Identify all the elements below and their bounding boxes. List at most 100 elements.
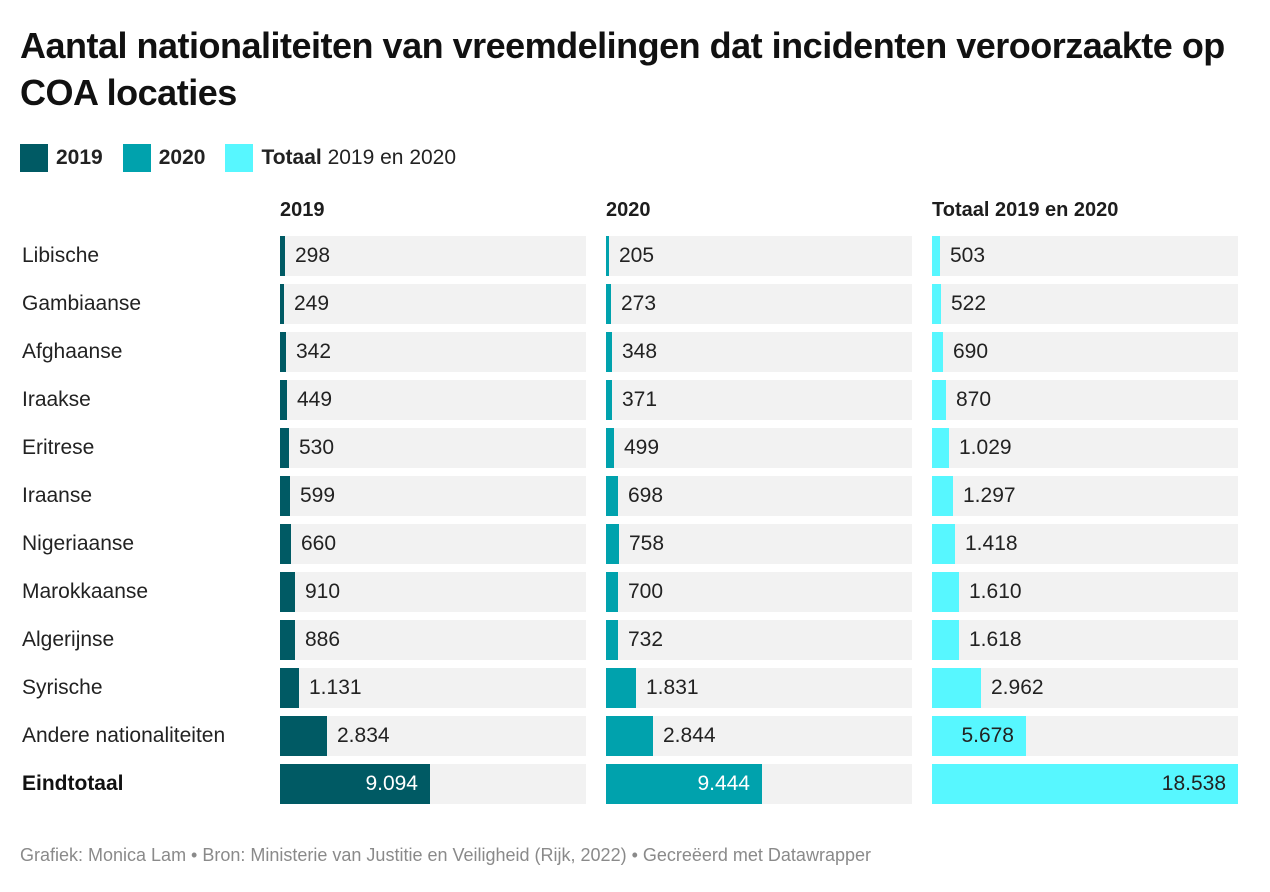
row-label-eindtotaal: Eindtotaal bbox=[22, 772, 124, 795]
bar-2019-eindtotaal bbox=[280, 764, 430, 804]
row-label-gambiaanse: Gambiaanse bbox=[22, 292, 142, 315]
legend-label-totaal-bold: Totaal bbox=[261, 146, 322, 169]
data-label: 530 bbox=[299, 436, 335, 459]
bar-track: 1.131 bbox=[280, 668, 586, 708]
bar-track: 1.610 bbox=[932, 572, 1238, 612]
data-label: 1.297 bbox=[963, 484, 1016, 507]
row-label-marokkaanse: Marokkaanse bbox=[22, 580, 149, 603]
row-label-eritrese: Eritrese bbox=[22, 436, 95, 459]
bar-totaal-2019-en-2020-andere-nationaliteiten bbox=[932, 716, 1026, 756]
row-label-nigeriaanse: Nigeriaanse bbox=[22, 532, 135, 555]
data-label: 1.131 bbox=[309, 676, 362, 699]
legend-swatch-totaal bbox=[225, 144, 254, 172]
bar-2020-algerijnse bbox=[606, 620, 618, 660]
bar-2019-syrische bbox=[280, 668, 299, 708]
footer-credits: Grafiek: Monica Lam • Bron: Ministerie v… bbox=[20, 845, 871, 865]
row-label-algerijnse: Algerijnse bbox=[22, 628, 115, 651]
data-label: 449 bbox=[297, 388, 333, 411]
bar-totaal-2019-en-2020-eritrese bbox=[932, 428, 949, 468]
bar-totaal-2019-en-2020-marokkaanse bbox=[932, 572, 959, 612]
bar-2019-iraanse bbox=[280, 476, 290, 516]
data-label: 910 bbox=[305, 580, 341, 603]
bar-track: 732 bbox=[606, 620, 912, 660]
legend-swatch-2019 bbox=[20, 144, 48, 172]
bar-2020-syrische bbox=[606, 668, 636, 708]
data-label: 522 bbox=[951, 292, 987, 315]
legend-item-2020: 2020 bbox=[122, 144, 205, 172]
row-label-iraanse: Iraanse bbox=[22, 484, 93, 507]
bar-track: 599 bbox=[280, 476, 586, 516]
bar-totaal-2019-en-2020-algerijnse bbox=[932, 620, 959, 660]
data-label: 273 bbox=[621, 292, 657, 315]
data-label: 348 bbox=[622, 340, 658, 363]
bar-track: 348 bbox=[606, 332, 912, 372]
bar-track: 1.831 bbox=[606, 668, 912, 708]
data-label: 371 bbox=[622, 388, 658, 411]
bar-track: 371 bbox=[606, 380, 912, 420]
bar-track: 9.094 bbox=[280, 764, 586, 804]
bar-2019-afghaanse bbox=[280, 332, 286, 372]
bar-track: 690 bbox=[932, 332, 1238, 372]
bar-track: 1.029 bbox=[932, 428, 1238, 468]
data-label: 870 bbox=[956, 388, 992, 411]
data-label: 342 bbox=[296, 340, 332, 363]
bar-totaal-2019-en-2020-syrische bbox=[932, 668, 981, 708]
bar-track: 530 bbox=[280, 428, 586, 468]
bar-track: 2.844 bbox=[606, 716, 912, 756]
bar-2020-eritrese bbox=[606, 428, 614, 468]
column-header-totaal-2019-en-2020: Totaal 2019 en 2020 bbox=[932, 199, 1119, 221]
data-label: 205 bbox=[619, 244, 655, 267]
data-label: 886 bbox=[305, 628, 341, 651]
legend-item-totaal: Totaal 2019 en 2020 bbox=[225, 144, 456, 172]
bar-track: 499 bbox=[606, 428, 912, 468]
column-header-2019: 2019 bbox=[280, 199, 325, 221]
legend-item-2019: 2019 bbox=[20, 144, 103, 172]
bar-track: 1.618 bbox=[932, 620, 1238, 660]
data-label: 732 bbox=[628, 628, 664, 651]
bar-track: 698 bbox=[606, 476, 912, 516]
data-label: 1.029 bbox=[959, 436, 1012, 459]
data-label: 18.538 bbox=[1161, 772, 1226, 795]
bar-2020-libische bbox=[606, 236, 609, 276]
bar-track: 910 bbox=[280, 572, 586, 612]
legend-swatch-2020 bbox=[122, 144, 151, 172]
bar-totaal-2019-en-2020-iraanse bbox=[932, 476, 953, 516]
data-label: 1.831 bbox=[646, 676, 699, 699]
bar-track: 1.297 bbox=[932, 476, 1238, 516]
bar-track: 298 bbox=[280, 236, 586, 276]
row-label-libische: Libische bbox=[22, 244, 100, 267]
chart-title: Aantal nationaliteiten van vreemdelingen… bbox=[20, 25, 1225, 113]
data-label: 690 bbox=[953, 340, 989, 363]
bar-track: 249 bbox=[280, 284, 586, 324]
bar-2020-iraanse bbox=[606, 476, 618, 516]
bar-2019-nigeriaanse bbox=[280, 524, 291, 564]
bar-2020-andere-nationaliteiten bbox=[606, 716, 653, 756]
bar-2019-marokkaanse bbox=[280, 572, 295, 612]
bar-totaal-2019-en-2020-afghaanse bbox=[932, 332, 943, 372]
bar-track: 758 bbox=[606, 524, 912, 564]
data-label: 660 bbox=[301, 532, 337, 555]
data-label: 298 bbox=[295, 244, 331, 267]
bar-2019-andere-nationaliteiten bbox=[280, 716, 327, 756]
row-label-andere-nationaliteiten: Andere nationaliteiten bbox=[22, 724, 226, 747]
bar-2020-iraakse bbox=[606, 380, 612, 420]
row-label-iraakse: Iraakse bbox=[22, 388, 91, 411]
data-label: 499 bbox=[624, 436, 660, 459]
data-label: 2.844 bbox=[663, 724, 716, 747]
bar-track: 2.834 bbox=[280, 716, 586, 756]
bar-2020-gambiaanse bbox=[606, 284, 611, 324]
data-label: 503 bbox=[950, 244, 986, 267]
bar-track: 342 bbox=[280, 332, 586, 372]
bar-track: 449 bbox=[280, 380, 586, 420]
data-label: 249 bbox=[294, 292, 330, 315]
row-label-syrische: Syrische bbox=[22, 676, 103, 699]
data-label: 1.418 bbox=[965, 532, 1018, 555]
bar-track: 660 bbox=[280, 524, 586, 564]
row-label-afghaanse: Afghaanse bbox=[22, 340, 123, 363]
bar-2019-gambiaanse bbox=[280, 284, 284, 324]
bar-totaal-2019-en-2020-iraakse bbox=[932, 380, 946, 420]
data-label: 9.094 bbox=[365, 772, 418, 795]
bar-track: 273 bbox=[606, 284, 912, 324]
data-label: 1.618 bbox=[969, 628, 1022, 651]
bar-totaal-2019-en-2020-gambiaanse bbox=[932, 284, 941, 324]
